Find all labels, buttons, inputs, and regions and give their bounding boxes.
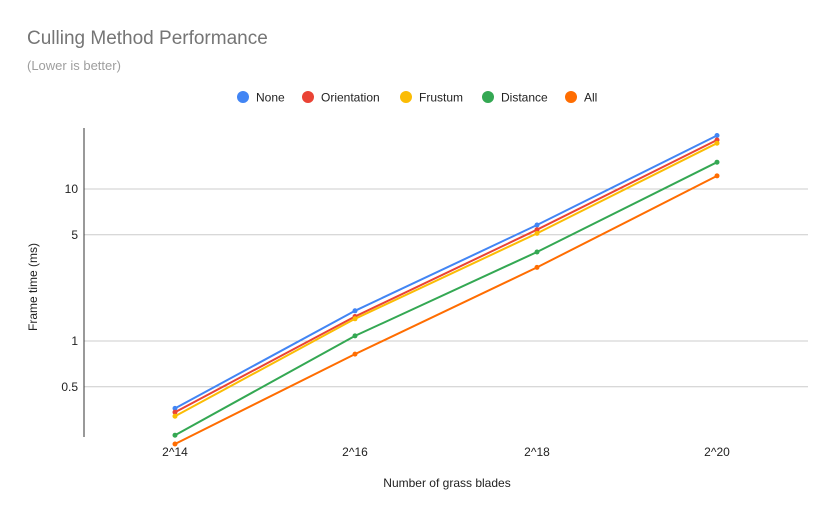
- data-point-distance: [352, 333, 358, 339]
- y-tick-label: 0.5: [61, 380, 78, 394]
- data-point-none: [534, 222, 540, 228]
- y-axis-label: Frame time (ms): [26, 243, 40, 331]
- data-point-distance: [534, 249, 540, 255]
- legend-label-none: None: [256, 91, 285, 105]
- data-point-distance: [714, 159, 720, 165]
- x-tick-label: 2^14: [162, 445, 188, 459]
- axes: 0.5 1 5 10 2^14 2^16 2^18 2^20: [61, 128, 730, 459]
- legend-marker-distance: [482, 91, 494, 103]
- data-point-distance: [172, 432, 178, 438]
- data-point-all: [172, 441, 178, 447]
- legend-marker-all: [565, 91, 577, 103]
- data-point-orientation: [534, 227, 540, 233]
- chart-title: Culling Method Performance: [27, 28, 268, 49]
- series-line-all: [174, 175, 718, 445]
- data-point-frustum: [714, 140, 720, 146]
- gridlines: [84, 188, 808, 388]
- data-point-none: [172, 405, 178, 411]
- data-point-all: [352, 351, 358, 357]
- series-line-none: [174, 134, 718, 410]
- legend-label-all: All: [584, 91, 597, 105]
- y-tick-label: 5: [71, 228, 78, 242]
- x-tick-label: 2^18: [524, 445, 550, 459]
- data-point-frustum: [172, 413, 178, 419]
- series-line-frustum: [174, 142, 718, 418]
- legend-label-orientation: Orientation: [321, 91, 380, 105]
- legend-marker-frustum: [400, 91, 412, 103]
- data-point-orientation: [172, 409, 178, 415]
- chart-subtitle: (Lower is better): [27, 58, 121, 73]
- x-tick-label: 2^20: [704, 445, 730, 459]
- data-point-none: [714, 133, 720, 138]
- x-axis-label: Number of grass blades: [383, 476, 510, 490]
- legend-label-frustum: Frustum: [419, 91, 463, 105]
- data-point-none: [352, 308, 358, 314]
- x-tick-label: 2^16: [342, 445, 368, 459]
- legend-marker-orientation: [302, 91, 314, 103]
- y-tick-label: 10: [65, 182, 79, 196]
- data-point-all: [714, 173, 720, 179]
- series-line-orientation: [174, 139, 718, 414]
- legend-marker-none: [237, 91, 249, 103]
- series-line-distance: [174, 161, 718, 437]
- data-point-frustum: [352, 316, 358, 322]
- y-tick-label: 1: [71, 334, 78, 348]
- legend-label-distance: Distance: [501, 91, 548, 105]
- legend: None Orientation Frustum Distance All: [237, 91, 597, 105]
- data-point-all: [534, 264, 540, 270]
- series-group: [172, 133, 720, 447]
- data-point-frustum: [534, 230, 540, 236]
